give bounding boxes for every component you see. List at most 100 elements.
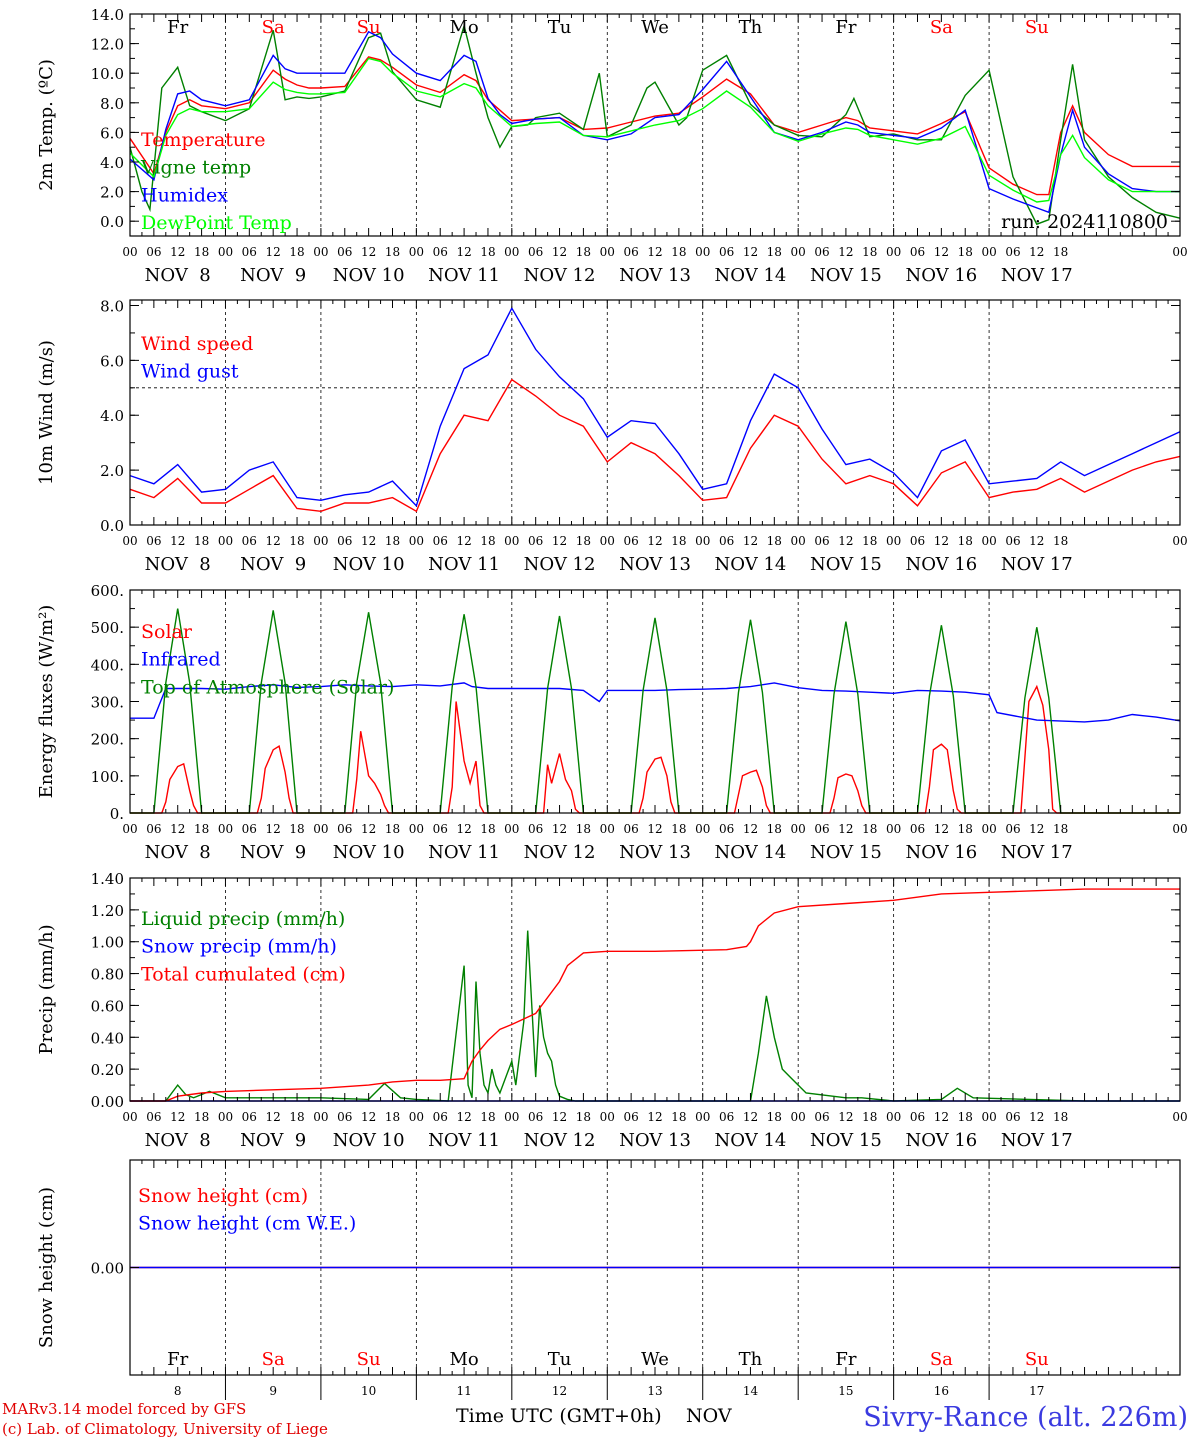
hour-label: 12 bbox=[170, 534, 185, 548]
y-tick-label: 0.00 bbox=[91, 1093, 124, 1111]
y-tick-label: 400. bbox=[91, 656, 124, 674]
y-axis-label: 2m Temp. (ºC) bbox=[36, 59, 57, 191]
hour-label: 12 bbox=[1029, 534, 1044, 548]
hour-label: 12 bbox=[934, 822, 949, 836]
panel-3: 600. 500. 400. 300. 200. 100. 0. Energy fluxes … bbox=[36, 582, 1188, 863]
date-label: NOV 17 bbox=[1001, 554, 1073, 575]
date-label: NOV 10 bbox=[333, 842, 405, 863]
hour-label: 12 bbox=[934, 245, 949, 259]
hour-label: 06 bbox=[146, 822, 161, 836]
hour-label: 06 bbox=[528, 822, 543, 836]
hour-label: 18 bbox=[767, 1110, 782, 1124]
hour-label: 00 bbox=[409, 245, 424, 259]
y-tick-label: 0.0 bbox=[100, 213, 124, 231]
hour-label: 12 bbox=[456, 534, 471, 548]
date-label: NOV 14 bbox=[715, 265, 787, 286]
bottom-date-label: 8 bbox=[174, 1384, 182, 1398]
station-name: Sivry-Rance (alt. 226m) bbox=[863, 1402, 1188, 1433]
hour-label: 12 bbox=[456, 822, 471, 836]
hour-label: 18 bbox=[767, 822, 782, 836]
hour-label: 12 bbox=[743, 245, 758, 259]
weekday-label-bottom: Sa bbox=[930, 1349, 953, 1370]
legend-entry: Vigne temp bbox=[140, 157, 251, 179]
weekday-label: Tu bbox=[548, 17, 572, 38]
hour-label: 06 bbox=[146, 1110, 161, 1124]
hour-label: 18 bbox=[958, 822, 973, 836]
weekday-label-bottom: Sa bbox=[262, 1349, 285, 1370]
hour-label: 06 bbox=[623, 1110, 638, 1124]
hour-label: 06 bbox=[528, 245, 543, 259]
y-tick-label: 12.0 bbox=[91, 36, 124, 54]
y-tick-label: 2.0 bbox=[100, 184, 124, 202]
date-label: NOV 12 bbox=[524, 1130, 596, 1151]
hour-label: 00 bbox=[218, 1110, 233, 1124]
date-label: NOV 17 bbox=[1001, 1130, 1073, 1151]
hour-label: 06 bbox=[814, 822, 829, 836]
hour-label: 00 bbox=[218, 534, 233, 548]
hour-label: 06 bbox=[337, 1110, 352, 1124]
hour-label: 12 bbox=[361, 822, 376, 836]
hour-label: 18 bbox=[289, 1110, 304, 1124]
hour-label: 12 bbox=[934, 534, 949, 548]
weekday-label: Mo bbox=[449, 17, 478, 38]
y-axis-label: 10m Wind (m/s) bbox=[36, 340, 57, 485]
hour-label: 00 bbox=[981, 822, 996, 836]
series-temperature bbox=[129, 56, 1180, 196]
hour-label: 18 bbox=[767, 245, 782, 259]
hour-label: 06 bbox=[719, 1110, 734, 1124]
hour-label: 12 bbox=[456, 1110, 471, 1124]
hour-label: 00 bbox=[1172, 1110, 1187, 1124]
hour-label: 18 bbox=[862, 245, 877, 259]
hour-label: 18 bbox=[576, 245, 591, 259]
hour-label: 06 bbox=[814, 1110, 829, 1124]
hour-label: 18 bbox=[480, 245, 495, 259]
bottom-date-label: 11 bbox=[456, 1384, 471, 1398]
weekday-label-bottom: Tu bbox=[548, 1349, 572, 1370]
hour-label: 12 bbox=[552, 245, 567, 259]
legend-entry: Top of Atmosphere (Solar) bbox=[141, 676, 394, 698]
weekday-label-bottom: Mo bbox=[449, 1349, 478, 1370]
hour-label: 12 bbox=[266, 822, 281, 836]
hour-label: 18 bbox=[1053, 1110, 1068, 1124]
hour-label: 18 bbox=[862, 1110, 877, 1124]
hour-label: 00 bbox=[791, 534, 806, 548]
hour-label: 18 bbox=[385, 534, 400, 548]
hour-label: 18 bbox=[1053, 822, 1068, 836]
hour-label: 18 bbox=[1053, 534, 1068, 548]
x-axis-month: NOV bbox=[686, 1405, 732, 1427]
hour-label: 00 bbox=[313, 1110, 328, 1124]
date-label: NOV 15 bbox=[810, 842, 882, 863]
hour-label: 06 bbox=[146, 245, 161, 259]
y-tick-label: 0.20 bbox=[91, 1061, 124, 1079]
hour-label: 12 bbox=[647, 1110, 662, 1124]
series-dewpoint-temp bbox=[129, 57, 1180, 203]
hour-label: 12 bbox=[934, 1110, 949, 1124]
bottom-date-label: 13 bbox=[647, 1384, 662, 1398]
y-tick-label: 4.0 bbox=[100, 154, 124, 172]
date-label: NOV 12 bbox=[524, 842, 596, 863]
date-label: NOV 12 bbox=[524, 554, 596, 575]
weekday-label: Su bbox=[357, 17, 381, 38]
hour-label: 00 bbox=[886, 245, 901, 259]
hour-label: 06 bbox=[146, 534, 161, 548]
weekday-label-bottom: Th bbox=[739, 1349, 763, 1370]
credit-lab: (c) Lab. of Climatology, University of L… bbox=[2, 1420, 328, 1438]
hour-label: 00 bbox=[122, 245, 137, 259]
date-label: NOV 11 bbox=[428, 842, 500, 863]
hour-label: 00 bbox=[981, 245, 996, 259]
date-label: NOV 9 bbox=[240, 554, 306, 575]
date-label: NOV 15 bbox=[810, 265, 882, 286]
hour-label: 18 bbox=[576, 534, 591, 548]
y-tick-label: 8.0 bbox=[100, 95, 124, 113]
legend-entry: Wind speed bbox=[141, 333, 253, 355]
date-label: NOV 13 bbox=[619, 1130, 691, 1151]
date-label: NOV 16 bbox=[905, 1130, 977, 1151]
hour-label: 12 bbox=[1029, 1110, 1044, 1124]
hour-label: 06 bbox=[337, 245, 352, 259]
weekday-label: We bbox=[641, 17, 669, 38]
hour-label: 12 bbox=[838, 534, 853, 548]
date-label: NOV 8 bbox=[145, 842, 211, 863]
y-tick-label: 1.40 bbox=[91, 870, 124, 888]
hour-label: 06 bbox=[1005, 534, 1020, 548]
hour-label: 00 bbox=[409, 822, 424, 836]
